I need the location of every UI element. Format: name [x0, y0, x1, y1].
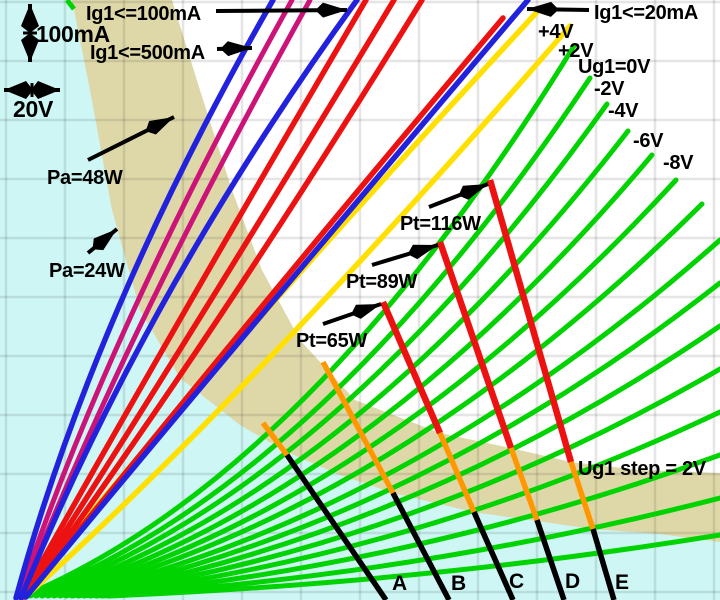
curve-label-ug1-0v: Ug1=0V [578, 56, 651, 78]
red-curve-2 [21, 0, 425, 600]
green-curve-2 [33, 101, 610, 599]
load-line-E-black-segment [590, 528, 617, 600]
green-curve-12 [93, 452, 720, 599]
green-curve-8 [69, 280, 720, 599]
curve-label-ug1-step: Ug1 step = 2V [578, 458, 707, 480]
vertical-scale-arrow-head-down [21, 32, 39, 62]
load-lines [260, 179, 617, 600]
annotation-label-ig1-100ma: Ig1<=100mA [86, 3, 201, 25]
blue-curve-ig1-500ma [13, 0, 276, 600]
load-line-label-D: D [565, 570, 580, 593]
load-line-label-A: A [392, 572, 407, 595]
curve-label-minus4v: -4V [608, 100, 639, 122]
arrow-head-pa-24w [92, 229, 117, 251]
horizontal-scale-arrow-head-right [30, 81, 60, 99]
green-curve-3 [39, 128, 631, 599]
arrow-head-ig1-500ma [220, 41, 252, 57]
annotation-label-ig1-500ma: Ig1<=500mA [90, 42, 205, 64]
blue-curve-ig1-20ma [23, 0, 531, 600]
load-line-A-black-segment [284, 453, 389, 600]
green-curve-tip-artifact [65, 0, 76, 11]
curve-label-minus2v: -2V [594, 78, 625, 100]
green-curve-0 [21, 43, 577, 599]
arrow-head-pa-48w [145, 117, 174, 135]
yellow-curve-1 [22, 23, 573, 600]
load-line-B-black-segment [390, 491, 452, 600]
horizontal-scale-label: 20V [13, 96, 54, 122]
green-curve-10 [81, 366, 720, 599]
load-line-D-black-segment [534, 519, 567, 600]
green-curve-13 [99, 495, 720, 599]
arrow-head-ig1-20ma [527, 1, 559, 17]
magenta-curve-0 [16, 0, 295, 600]
load-line-C-black-segment [471, 510, 516, 600]
curve-label-minus8v: -8V [663, 152, 694, 174]
blue-curve-ig1-100ma [18, 0, 360, 600]
curve-label-minus6v: -6V [633, 130, 664, 152]
green-curve-1 [27, 75, 593, 599]
arrow-head-pt-89w [407, 244, 438, 260]
pa-dissipation-band [72, 0, 720, 542]
green-curve-7 [63, 237, 720, 599]
load-line-C-orange-segment [437, 431, 477, 514]
annotation-label-pa-48w: Pa=48W [47, 167, 123, 189]
green-curve-9 [75, 323, 720, 599]
arrow-head-pt-65w [351, 304, 381, 319]
annotation-label-pt-89w: Pt=89W [346, 271, 417, 293]
blue-grid-current-limit-curves [13, 0, 531, 600]
green-curve-family-ug1-negative [21, 43, 720, 599]
horizontal-scale-arrow-head-left [4, 81, 34, 99]
load-line-D-orange-segment [508, 447, 540, 521]
annotation-label-pa-24w: Pa=24W [49, 260, 125, 282]
green-curve-5 [51, 177, 679, 599]
curve-label-plus4v: +4V [538, 21, 574, 43]
green-curve-6 [57, 201, 705, 599]
load-line-label-C: C [509, 570, 524, 593]
load-line-E-orange-segment [568, 461, 596, 530]
arrow-head-pt-116w [458, 184, 488, 200]
load-line-B-orange-segment [320, 360, 396, 495]
annotation-label-pt-116w: Pt=116W [400, 213, 481, 235]
green-curve-4 [45, 152, 655, 599]
annotation-label-ig1-20ma: Ig1<=20mA [594, 2, 698, 24]
vertical-scale-label: 100mA [36, 21, 110, 47]
curve-label-plus2v: +2V [558, 40, 594, 62]
scale-arrows [4, 4, 60, 99]
load-line-C-red-segment [380, 300, 443, 435]
annotation-label-pt-65w: Pt=65W [296, 330, 367, 352]
green-curve-14 [105, 532, 720, 599]
vertical-scale-arrow-head-up [21, 4, 39, 34]
load-line-label-B: B [451, 572, 466, 595]
annotation-arrows [86, 1, 590, 326]
load-line-D-red-segment [436, 240, 515, 450]
load-line-A-orange-segment [260, 421, 290, 457]
load-line-E-red-segment [486, 179, 575, 463]
red-curve-1 [20, 0, 397, 600]
arrow-head-ig1-100ma [315, 2, 347, 18]
load-line-label-E: E [615, 571, 629, 594]
red-curve-0 [19, 0, 369, 600]
